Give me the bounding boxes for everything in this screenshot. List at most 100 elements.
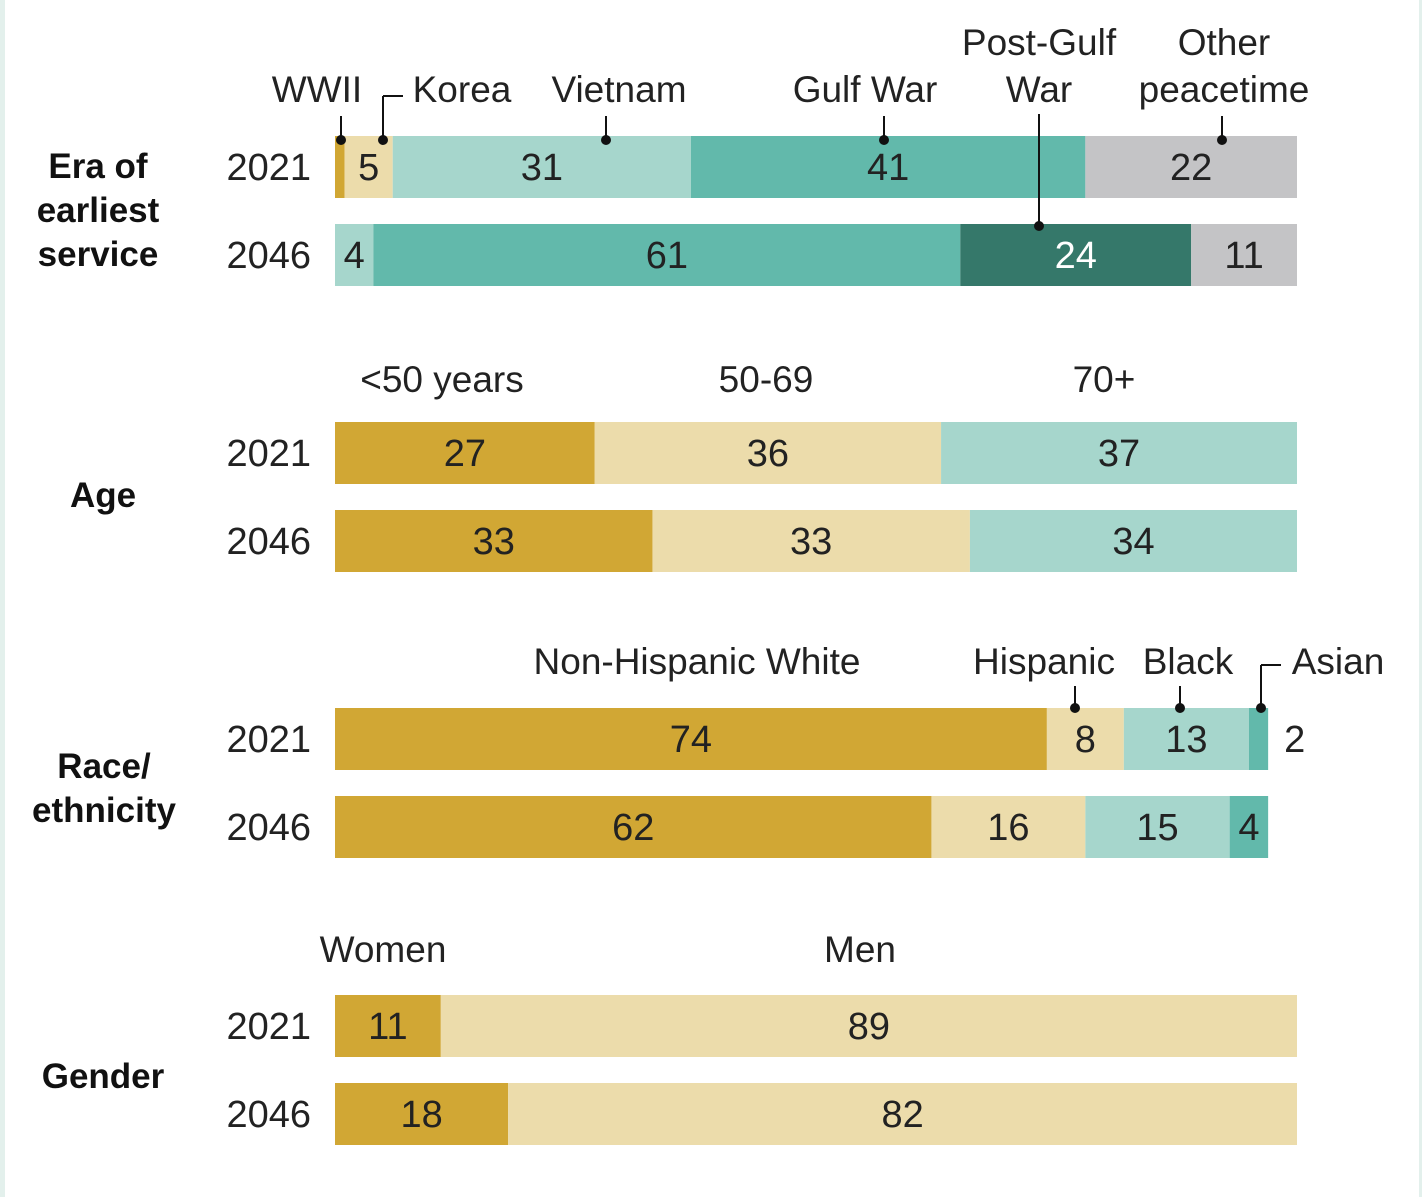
- category-label: Women: [320, 929, 447, 970]
- data-label: 24: [1055, 235, 1097, 277]
- leader-dot: [1070, 703, 1080, 713]
- bar-segment: [335, 796, 932, 858]
- data-label: 18: [400, 1094, 442, 1136]
- bar-segment: [931, 796, 1086, 858]
- bar-segment: [335, 224, 374, 286]
- bar-segment: [335, 1083, 509, 1145]
- data-label: 33: [790, 521, 832, 563]
- bar-segment: [652, 510, 970, 572]
- data-label: 41: [867, 147, 909, 189]
- category-label: 70+: [1073, 359, 1136, 400]
- row-label: 2046: [226, 521, 311, 563]
- data-label: 16: [987, 807, 1029, 849]
- category-label: Other: [1178, 22, 1271, 63]
- data-label: 36: [747, 433, 789, 475]
- bar-segment: [1085, 136, 1297, 198]
- data-label: 11: [1224, 235, 1263, 277]
- category-label: Post-Gulf: [962, 22, 1117, 63]
- bar-segment: [960, 224, 1192, 286]
- category-label: Vietnam: [551, 69, 686, 110]
- section-title: ethnicity: [32, 791, 176, 830]
- data-label: 11: [368, 1006, 407, 1048]
- data-label: 13: [1165, 719, 1207, 761]
- data-label: 15: [1136, 807, 1178, 849]
- data-label: 2: [1284, 719, 1305, 761]
- data-label: 34: [1112, 521, 1154, 563]
- bar-segment: [440, 995, 1297, 1057]
- category-label: Korea: [413, 69, 512, 110]
- section-title: Era of: [48, 147, 148, 186]
- category-label: Men: [824, 929, 896, 970]
- chart-panel: Gender 2021 11 89 2046 18 82 Women Men: [42, 929, 1297, 1145]
- bar-segment: [392, 136, 691, 198]
- bar-segment: [335, 422, 595, 484]
- leader-dot: [879, 135, 889, 145]
- bar-segment: [335, 708, 1047, 770]
- data-label: 33: [473, 521, 515, 563]
- data-label: 4: [1238, 807, 1259, 849]
- category-label: Gulf War: [793, 69, 938, 110]
- chart-panel: Race/ethnicity 2021 74 8 13 2 2046 62 16 15 4 Non-H…: [32, 641, 1384, 858]
- bar-segment: [969, 510, 1297, 572]
- leader-dot: [1217, 135, 1227, 145]
- bar-segment: [690, 136, 1086, 198]
- bar-segment: [594, 422, 942, 484]
- data-label: 22: [1170, 147, 1212, 189]
- section-title: Gender: [42, 1057, 165, 1096]
- bar-segment: [335, 136, 345, 198]
- data-label: 61: [646, 235, 688, 277]
- data-label: 74: [670, 719, 712, 761]
- bar-segment: [335, 995, 441, 1057]
- leader-dot: [1175, 703, 1185, 713]
- chart-panel: Era of earliest service 2021 5 31 41 22 2046 4 61 2…: [37, 22, 1310, 286]
- category-label: 50-69: [719, 359, 814, 400]
- data-label: 82: [881, 1094, 923, 1136]
- bar-segment: [373, 224, 961, 286]
- category-label: Hispanic: [973, 641, 1115, 682]
- leader-dot: [1034, 221, 1044, 231]
- row-label: 2046: [226, 807, 311, 849]
- bar-segment: [1085, 796, 1230, 858]
- bar-segment: [1123, 708, 1249, 770]
- data-label: 5: [358, 147, 379, 189]
- bar-segment: [1046, 708, 1124, 770]
- leader-dot: [378, 135, 388, 145]
- bar-segment: [1229, 796, 1269, 858]
- bar-segment: [1248, 708, 1269, 770]
- section-title: service: [38, 235, 159, 274]
- data-label: 37: [1098, 433, 1140, 475]
- row-label: 2021: [226, 147, 311, 189]
- category-label: War: [1006, 69, 1072, 110]
- bar-segment: [508, 1083, 1297, 1145]
- category-label: WWII: [272, 69, 362, 110]
- section-title: earliest: [37, 191, 160, 230]
- row-label: 2046: [226, 235, 311, 277]
- category-label: Non-Hispanic White: [534, 641, 861, 682]
- data-label: 62: [612, 807, 654, 849]
- bar-segment: [941, 422, 1297, 484]
- bar-segment: [1191, 224, 1297, 286]
- leader-dot: [1256, 703, 1266, 713]
- chart-panel: Age 2021 27 36 37 2046 33 33 34 <50 years 50-69 70+: [70, 359, 1297, 572]
- data-label: 27: [444, 433, 486, 475]
- leader-dot: [336, 135, 346, 145]
- data-label: 89: [848, 1006, 890, 1048]
- row-label: 2021: [226, 1006, 311, 1048]
- bar-segment: [335, 510, 653, 572]
- category-label: Asian: [1292, 641, 1385, 682]
- data-label: 4: [344, 235, 365, 277]
- category-label: Black: [1143, 641, 1234, 682]
- bar-segment: [344, 136, 393, 198]
- category-label: <50 years: [360, 359, 524, 400]
- section-title: Age: [70, 476, 136, 515]
- row-label: 2021: [226, 719, 311, 761]
- row-label: 2046: [226, 1094, 311, 1136]
- data-label: 31: [521, 147, 563, 189]
- stacked-bar-chart: Era of earliest service 2021 5 31 41 22 2046 4 61 2…: [32, 22, 1384, 1145]
- section-title: Race/: [57, 747, 151, 786]
- leader-dot: [601, 135, 611, 145]
- category-label: peacetime: [1139, 69, 1310, 110]
- data-label: 8: [1075, 719, 1096, 761]
- row-label: 2021: [226, 433, 311, 475]
